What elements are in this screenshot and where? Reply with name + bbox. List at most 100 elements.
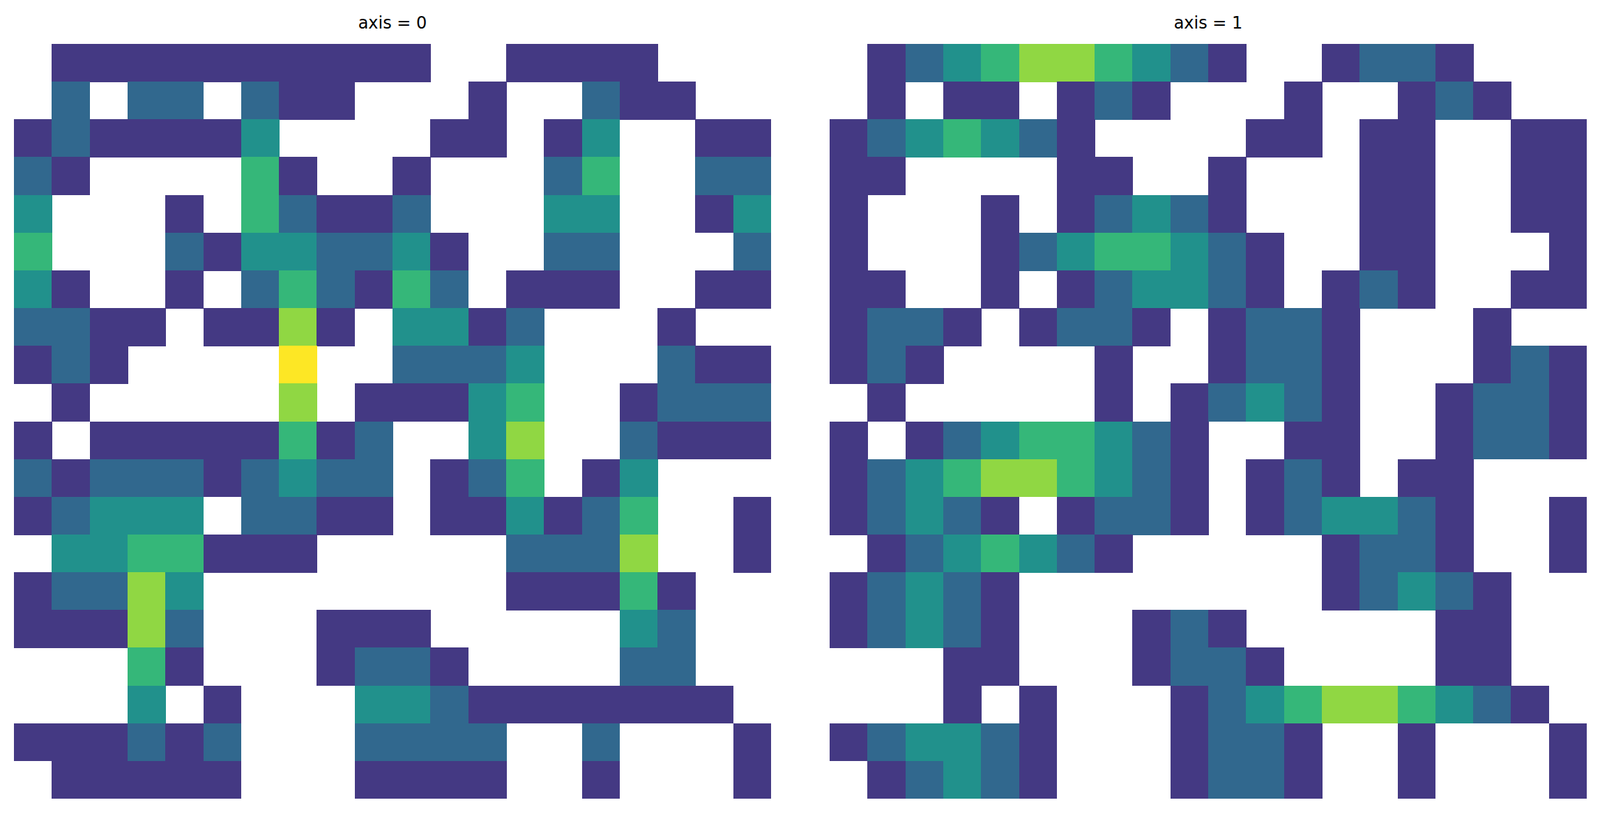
heat-cell bbox=[1549, 497, 1587, 536]
heat-cell bbox=[1321, 534, 1361, 574]
heat-cell bbox=[13, 345, 53, 385]
heat-cell bbox=[619, 534, 659, 574]
heat-cell bbox=[1321, 270, 1361, 309]
heat-cell bbox=[316, 459, 355, 498]
heat-cell bbox=[1510, 156, 1550, 196]
heat-cell bbox=[943, 497, 982, 536]
heat-cell bbox=[165, 232, 204, 272]
heat-cell bbox=[1208, 610, 1247, 649]
heat-cell bbox=[165, 610, 204, 649]
heat-cell bbox=[1056, 308, 1096, 347]
heat-cell bbox=[1056, 459, 1096, 498]
heat-cell bbox=[1245, 270, 1285, 309]
heat-cell bbox=[278, 156, 318, 196]
heat-cell bbox=[867, 308, 906, 347]
heat-cell bbox=[1510, 195, 1550, 234]
heat-cell bbox=[165, 81, 204, 120]
heat-cell bbox=[203, 421, 242, 461]
heat-cell bbox=[1170, 421, 1209, 461]
heat-cell bbox=[733, 534, 772, 574]
heat-cell bbox=[1473, 345, 1512, 385]
heat-cell bbox=[1170, 459, 1209, 498]
title: axis = 0 bbox=[358, 13, 428, 33]
heat-cell bbox=[657, 647, 696, 687]
heat-cell bbox=[829, 232, 868, 272]
heat-cell bbox=[165, 761, 204, 799]
heat-cell bbox=[13, 610, 53, 649]
heat-cell bbox=[165, 195, 204, 234]
heat-cell bbox=[1245, 308, 1285, 347]
heat-cell bbox=[1549, 534, 1587, 574]
heat-cell bbox=[127, 723, 166, 763]
heat-cell bbox=[695, 195, 734, 234]
heat-cell bbox=[1435, 497, 1474, 536]
heat-cell bbox=[1284, 81, 1323, 120]
heat-cell bbox=[733, 345, 772, 385]
heat-cell bbox=[733, 195, 772, 234]
heat-cell bbox=[1359, 497, 1398, 536]
heat-cell bbox=[1284, 383, 1323, 422]
heat-cell bbox=[1359, 232, 1398, 272]
heat-cell bbox=[278, 459, 318, 498]
heat-cell bbox=[165, 270, 204, 309]
heat-cell bbox=[1359, 119, 1398, 158]
heat-cell bbox=[354, 723, 394, 763]
heat-cell bbox=[1094, 459, 1133, 498]
heat-cell bbox=[1510, 686, 1550, 725]
heat-cell bbox=[980, 421, 1020, 461]
heat-cell bbox=[1132, 459, 1171, 498]
heat-cell bbox=[468, 686, 507, 725]
heat-cell bbox=[241, 195, 280, 234]
heat-cell bbox=[1359, 156, 1398, 196]
heat-cell bbox=[1094, 308, 1133, 347]
heat-cell bbox=[203, 686, 242, 725]
heat-cell bbox=[51, 610, 90, 649]
heat-cell bbox=[905, 610, 944, 649]
heat-cell bbox=[1321, 43, 1361, 83]
heat-cell bbox=[1473, 572, 1512, 611]
heat-cell bbox=[1549, 383, 1587, 422]
heat-cell bbox=[354, 647, 394, 687]
heat-cell bbox=[430, 345, 469, 385]
heat-cell bbox=[733, 497, 772, 536]
heat-cell bbox=[316, 497, 355, 536]
heat-cell bbox=[829, 459, 868, 498]
heat-cell bbox=[1359, 686, 1398, 725]
heat-cell bbox=[13, 572, 53, 611]
heat-cell bbox=[165, 119, 204, 158]
heat-cell bbox=[1170, 195, 1209, 234]
heat-cell bbox=[278, 534, 318, 574]
heat-cell bbox=[506, 383, 545, 422]
heat-cell bbox=[1510, 383, 1550, 422]
heat-cell bbox=[1056, 232, 1096, 272]
heat-cell bbox=[278, 81, 318, 120]
heat-cell bbox=[1019, 686, 1058, 725]
heat-cell bbox=[1170, 723, 1209, 763]
heat-cell bbox=[241, 534, 280, 574]
heat-cell bbox=[905, 308, 944, 347]
heat-cell bbox=[829, 572, 868, 611]
heat-cell bbox=[316, 81, 355, 120]
heat-cell bbox=[1094, 232, 1133, 272]
heat-cell bbox=[867, 497, 906, 536]
heat-cell bbox=[905, 534, 944, 574]
heat-cell bbox=[165, 459, 204, 498]
heat-cell bbox=[695, 119, 734, 158]
heat-cell bbox=[354, 610, 394, 649]
heat-cell bbox=[468, 308, 507, 347]
heat-cell bbox=[619, 43, 659, 83]
heat-cell bbox=[278, 308, 318, 347]
heat-cell bbox=[980, 497, 1020, 536]
heat-cell bbox=[1170, 232, 1209, 272]
heat-cell bbox=[13, 270, 53, 309]
heat-cell bbox=[1094, 156, 1133, 196]
heat-cell bbox=[316, 647, 355, 687]
heat-cell bbox=[829, 421, 868, 461]
heat-cell bbox=[203, 308, 242, 347]
heat-cell bbox=[1397, 81, 1437, 120]
heat-cell bbox=[316, 232, 355, 272]
heat-cell bbox=[657, 610, 696, 649]
heat-cell bbox=[943, 610, 982, 649]
heat-cell bbox=[468, 497, 507, 536]
heat-cell bbox=[1321, 459, 1361, 498]
